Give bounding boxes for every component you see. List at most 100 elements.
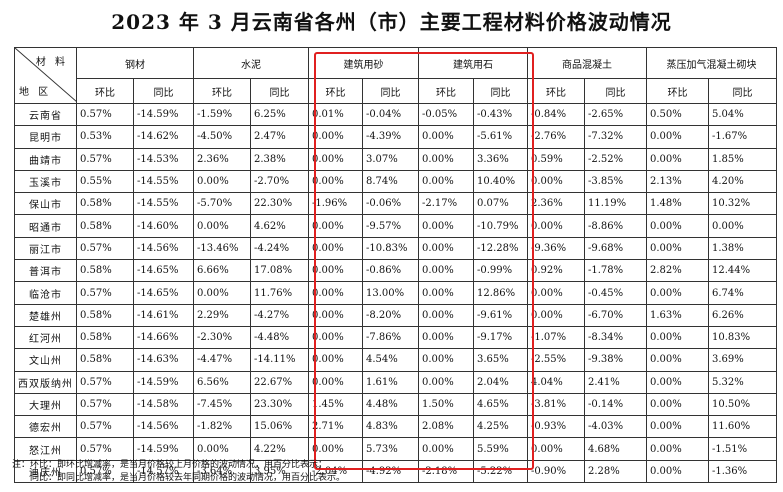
value-cell: -13.46% — [193, 236, 251, 261]
value-cell: 2.82% — [646, 259, 709, 283]
value-cell: 15.06% — [250, 415, 309, 439]
value-cell: -3.64% — [193, 459, 251, 484]
page-title: 2023 年 3 月云南省各州（市）主要工程材料价格波动情况 — [111, 10, 672, 34]
value-cell: 0.58% — [76, 214, 134, 238]
value-cell: 0.00% — [418, 437, 474, 461]
table-row: 西双版纳州 0.57% -14.59% 6.56% 22.67% 0.00% 1.61% 0.… — [14, 370, 777, 394]
value-cell: -10.83% — [362, 236, 419, 261]
value-cell: 10.32% — [708, 192, 777, 216]
value-cell: 4.54% — [362, 348, 419, 372]
value-cell: 0.57% — [76, 281, 134, 305]
value-cell: -9.36% — [527, 236, 585, 261]
table-row: 红河州 0.58% -14.66% -2.30% -4.48% 0.00% -7.86% 0.… — [14, 325, 777, 350]
value-cell: -14.66% — [133, 325, 194, 350]
value-cell: -8.86% — [584, 214, 647, 238]
value-cell: -12.28% — [473, 236, 528, 261]
value-cell: 0.00% — [646, 459, 709, 484]
value-cell: -2.65% — [584, 102, 647, 127]
value-cell: 23.30% — [250, 392, 309, 417]
value-cell: 0.00% — [418, 370, 474, 394]
region-cell: 玉溪市 — [14, 169, 77, 194]
value-cell: 11.19% — [584, 192, 647, 216]
subheader-mom: 环比 — [193, 78, 251, 104]
value-cell: 2.08% — [418, 415, 474, 439]
value-cell: 0.00% — [418, 125, 474, 149]
value-cell: 1.61% — [362, 370, 419, 394]
region-cell: 普洱市 — [14, 259, 77, 283]
value-cell: 0.00% — [646, 147, 709, 171]
value-cell: 5.32% — [708, 370, 777, 394]
region-cell: 昭通市 — [14, 214, 77, 238]
value-cell: 4.48% — [362, 392, 419, 417]
value-cell: 4.83% — [362, 415, 419, 439]
value-cell: -6.70% — [584, 303, 647, 327]
value-cell: 2.13% — [646, 169, 709, 194]
value-cell: 2.28% — [584, 459, 647, 484]
value-cell: 2.41% — [584, 370, 647, 394]
value-cell: -0.84% — [527, 102, 585, 127]
value-cell: 0.00% — [418, 236, 474, 261]
value-cell: 11.60% — [708, 415, 777, 439]
footnote-2: 同比：即同比增减率，是当月价格较去年同期价格的波动情况，用百分比表示。 — [30, 473, 346, 483]
value-cell: 0.53% — [76, 125, 134, 149]
value-cell: 0.57% — [76, 392, 134, 417]
value-cell: -0.93% — [527, 415, 585, 439]
value-cell: 0.00% — [308, 125, 363, 149]
value-cell: 0.00% — [193, 281, 251, 305]
region-cell: 红河州 — [14, 325, 77, 350]
value-cell: -2.55% — [527, 348, 585, 372]
value-cell: 4.68% — [584, 437, 647, 461]
material-header: 钢材 — [76, 47, 194, 79]
table-row: 曲靖市 0.57% -14.53% 2.36% 2.38% 0.00% 3.07% 0.00%… — [14, 147, 777, 171]
value-cell: 0.58% — [76, 259, 134, 283]
value-cell: 0.00% — [308, 281, 363, 305]
region-cell: 临沧市 — [14, 281, 77, 305]
corner-label-region: 地 区 — [19, 87, 52, 98]
value-cell: 1.38% — [708, 236, 777, 261]
table-row: 玉溪市 0.55% -14.55% 0.00% -2.70% 0.00% 8.74% 0.00… — [14, 169, 777, 194]
value-cell: -0.06% — [362, 192, 419, 216]
value-cell: 0.00% — [308, 348, 363, 372]
value-cell: 22.30% — [250, 192, 309, 216]
header-row-materials: 材 料 地 区 钢材 水泥 建筑用砂 建筑用石 商品混凝土 蒸压加气混凝土砌块 — [14, 47, 777, 104]
value-cell: 0.00% — [418, 325, 474, 350]
corner-label-material: 材 料 — [35, 57, 68, 68]
value-cell: -9.38% — [584, 348, 647, 372]
value-cell: -7.86% — [362, 325, 419, 350]
value-cell: 0.00% — [193, 169, 251, 194]
region-cell: 西双版纳州 — [14, 370, 77, 394]
value-cell: 0.00% — [418, 169, 474, 194]
table-row: 昆明市 0.53% -14.62% -4.50% 2.47% 0.00% -4.39% 0.0… — [14, 125, 777, 149]
value-cell: 4.22% — [250, 437, 309, 461]
value-cell: 12.86% — [473, 281, 528, 305]
value-cell: -4.48% — [250, 325, 309, 350]
value-cell: 0.58% — [76, 192, 134, 216]
footnote-1: 注：环比：即环比增减率，是当月价格较上月价格的波动情况，用百分比表示； — [12, 460, 328, 470]
value-cell: -14.59% — [133, 437, 194, 461]
value-cell: 3.36% — [473, 147, 528, 171]
table-row: 云南省 0.57% -14.59% -1.59% 6.25% 0.01% -0.04% -0.… — [14, 102, 777, 127]
value-cell: -14.55% — [133, 192, 194, 216]
value-cell: 10.50% — [708, 392, 777, 417]
region-cell: 曲靖市 — [14, 147, 77, 171]
value-cell: 22.67% — [250, 370, 309, 394]
value-cell: -14.56% — [133, 236, 194, 261]
value-cell: 0.57% — [76, 236, 134, 261]
value-cell: 0.00% — [418, 214, 474, 238]
material-header: 蒸压加气混凝土砌块 — [646, 47, 777, 79]
value-cell: -1.59% — [193, 102, 251, 127]
subheader-mom: 环比 — [527, 78, 585, 104]
value-cell: 1.48% — [646, 192, 709, 216]
value-cell: -4.39% — [362, 125, 419, 149]
value-cell: 0.01% — [308, 102, 363, 127]
value-cell: 0.50% — [646, 102, 709, 127]
value-cell: -2.52% — [584, 147, 647, 171]
subheader-yoy: 同比 — [473, 78, 528, 104]
value-cell: -14.59% — [133, 370, 194, 394]
value-cell: 10.83% — [708, 325, 777, 350]
value-cell: -14.60% — [133, 214, 194, 238]
value-cell: -4.50% — [193, 125, 251, 149]
region-cell: 怒江州 — [14, 437, 77, 461]
value-cell: -5.70% — [193, 192, 251, 216]
table-row: 迪庆州 0.57% -14.57% -3.64% 3.95% -2.04% -4.92% -2… — [14, 459, 777, 484]
